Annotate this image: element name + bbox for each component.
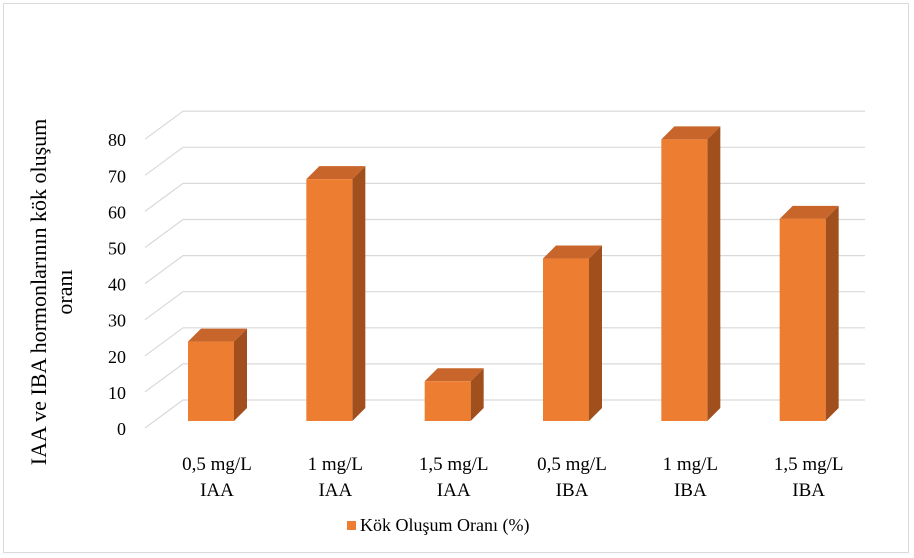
bar bbox=[424, 368, 484, 421]
y-tick-label: 70 bbox=[108, 166, 126, 186]
y-tick-label: 0 bbox=[117, 419, 126, 439]
bar bbox=[543, 245, 602, 421]
x-category-label: 0,5 mg/L IBA bbox=[537, 454, 607, 501]
chart-frame bbox=[3, 3, 909, 553]
bar-front bbox=[424, 381, 471, 421]
x-category-label: 1,5 mg/L IAA bbox=[419, 454, 489, 501]
y-tick-label: 60 bbox=[108, 202, 126, 222]
gridline bbox=[144, 146, 865, 176]
y-axis-ticks: 0 10 20 30 40 50 60 70 80 bbox=[108, 130, 126, 439]
legend-swatch bbox=[347, 520, 356, 530]
bar-top bbox=[424, 368, 484, 382]
bar-side bbox=[234, 328, 247, 421]
legend-label: Kök Oluşum Oranı (%) bbox=[360, 514, 530, 535]
bar-front bbox=[188, 341, 234, 421]
gridline bbox=[144, 182, 865, 212]
gridline bbox=[144, 399, 865, 429]
bar-top bbox=[306, 166, 366, 180]
y-axis-label: IAA ve IBA hormonlarının kök oluşumoranı bbox=[26, 119, 77, 465]
bar-side bbox=[707, 126, 721, 422]
bar-front bbox=[661, 139, 708, 422]
gridline bbox=[144, 110, 865, 140]
bar bbox=[188, 328, 247, 421]
x-category-label: 1 mg/L IAA bbox=[308, 454, 363, 501]
gridline bbox=[144, 255, 865, 285]
bar-front bbox=[306, 179, 353, 421]
x-category-label: 0,5 mg/L IAA bbox=[182, 454, 252, 501]
x-category-label: 1 mg/L IBA bbox=[663, 454, 718, 501]
y-tick-label: 80 bbox=[108, 130, 126, 150]
y-tick-label: 50 bbox=[108, 239, 126, 259]
y-tick-label: 30 bbox=[108, 311, 126, 331]
bar-side bbox=[352, 166, 366, 421]
gridline bbox=[144, 327, 865, 357]
x-category-label: 1,5 mg/L IBA bbox=[774, 454, 844, 501]
bar-front bbox=[779, 218, 826, 421]
x-axis-categories: 0,5 mg/L IAA 1 mg/L IAA 1,5 mg/L IAA 0,5 mg/L I… bbox=[182, 454, 843, 501]
bar bbox=[661, 126, 721, 422]
bar bbox=[306, 166, 366, 421]
gridline bbox=[144, 363, 865, 393]
gridlines bbox=[144, 110, 865, 429]
bar-side bbox=[825, 205, 839, 421]
bar-top bbox=[543, 245, 602, 259]
bar-front bbox=[543, 258, 589, 421]
gridline bbox=[144, 291, 865, 321]
bar-top bbox=[661, 126, 721, 140]
bar-side bbox=[589, 245, 602, 421]
gridline bbox=[144, 218, 865, 248]
bar-top bbox=[779, 205, 839, 219]
bar-top bbox=[188, 328, 247, 342]
y-tick-label: 10 bbox=[108, 383, 126, 403]
bars bbox=[188, 126, 839, 422]
bar-side bbox=[470, 368, 484, 421]
bar bbox=[779, 205, 839, 421]
y-tick-label: 20 bbox=[108, 347, 126, 367]
legend: Kök Oluşum Oranı (%) bbox=[347, 513, 529, 537]
y-tick-label: 40 bbox=[108, 275, 126, 295]
